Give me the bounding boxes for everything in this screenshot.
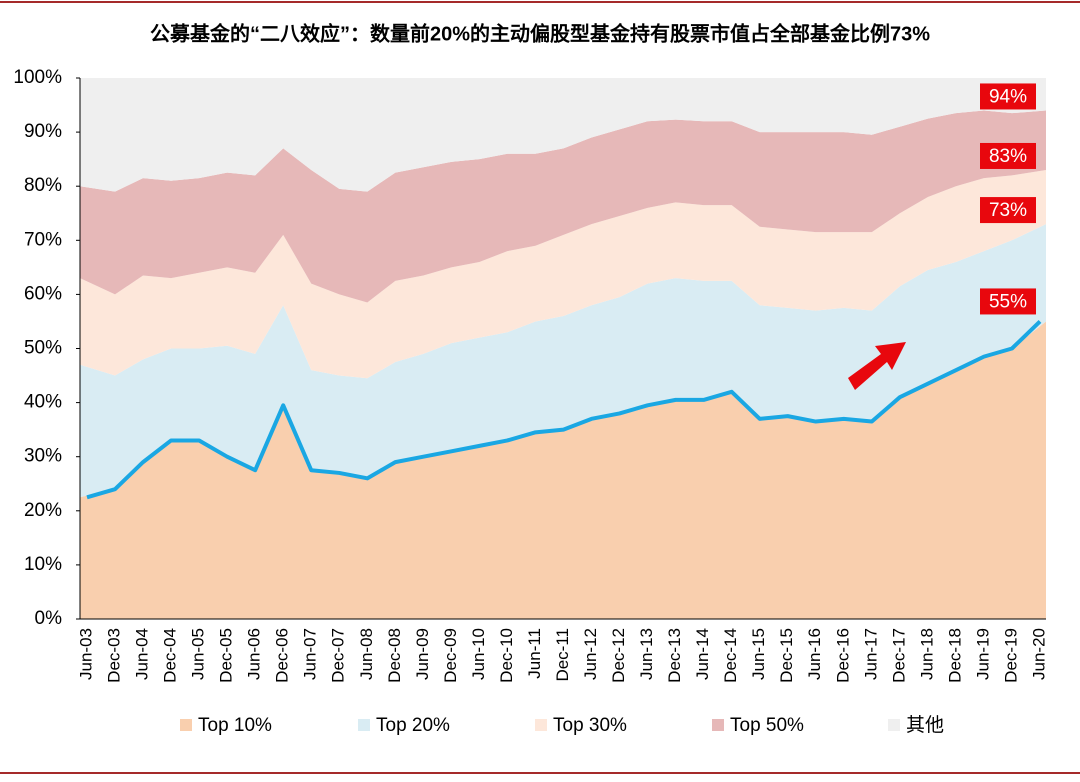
y-tick-label: 20% <box>24 500 62 521</box>
x-tick-label: Jun-15 <box>749 628 768 680</box>
y-tick-label: 100% <box>13 67 62 88</box>
x-tick-label: Dec-11 <box>553 628 572 682</box>
legend-swatch <box>180 719 192 731</box>
x-tick-label: Jun-08 <box>357 628 376 680</box>
x-tick-label: Dec-15 <box>777 628 796 683</box>
x-tick-label: Jun-06 <box>245 628 264 680</box>
y-tick-label: 90% <box>24 121 62 142</box>
legend-label: 其他 <box>906 714 944 736</box>
y-tick-label: 30% <box>24 446 62 467</box>
annotation-box <box>980 142 1036 169</box>
x-tick-label: Dec-05 <box>217 628 236 683</box>
annotation-box <box>980 197 1036 224</box>
area <box>80 169 1046 379</box>
annotation: 94% <box>989 86 1027 107</box>
x-tick-label: Jun-20 <box>1029 628 1048 680</box>
y-tick-label: 60% <box>24 283 62 304</box>
x-tick-label: Jun-04 <box>133 628 152 680</box>
legend-swatch <box>535 719 547 731</box>
annotation: 55% <box>989 291 1027 312</box>
annotation: 73% <box>989 200 1027 221</box>
trend-arrow <box>848 342 906 390</box>
legend-label: Top 50% <box>730 715 804 736</box>
annotation: 83% <box>989 146 1027 167</box>
y-tick-label: 0% <box>35 608 63 629</box>
x-tick-label: Dec-06 <box>273 628 292 683</box>
legend-swatch <box>358 719 370 731</box>
x-tick-label: Jun-07 <box>301 628 320 680</box>
legend-swatch <box>888 719 900 731</box>
y-tick-label: 80% <box>24 175 62 196</box>
area <box>80 110 1046 303</box>
x-tick-label: Jun-03 <box>76 628 95 680</box>
x-tick-label: Dec-17 <box>889 628 908 683</box>
annotation-box <box>980 83 1036 110</box>
x-tick-label: Jun-17 <box>861 628 880 680</box>
x-tick-label: Dec-10 <box>497 628 516 683</box>
x-tick-label: Jun-13 <box>637 628 656 680</box>
x-tick-label: Jun-10 <box>469 628 488 680</box>
legend-label: Top 20% <box>376 715 450 736</box>
legend-label: Top 30% <box>553 715 627 736</box>
y-tick-label: 10% <box>24 554 62 575</box>
y-tick-label: 50% <box>24 338 62 359</box>
x-tick-label: Jun-12 <box>581 628 600 680</box>
x-tick-label: Dec-16 <box>833 628 852 683</box>
area <box>80 321 1046 619</box>
x-tick-label: Jun-11 <box>525 628 544 679</box>
chart-title: 公募基金的“二八效应”：数量前20%的主动偏股型基金持有股票市值占全部基金比例7… <box>150 21 930 45</box>
legend-swatch <box>712 719 724 731</box>
x-tick-label: Jun-16 <box>805 628 824 680</box>
x-tick-label: Dec-13 <box>665 628 684 683</box>
x-tick-label: Dec-04 <box>161 628 180 683</box>
x-tick-label: Jun-19 <box>973 628 992 680</box>
y-tick-label: 40% <box>24 392 62 413</box>
x-tick-label: Jun-14 <box>693 628 712 680</box>
area <box>80 78 1046 192</box>
x-tick-label: Dec-19 <box>1001 628 1020 683</box>
legend-label: Top 10% <box>198 715 272 736</box>
area <box>80 224 1046 498</box>
annotation-box <box>980 288 1036 315</box>
top10-line <box>86 320 1042 500</box>
x-tick-label: Dec-09 <box>441 628 460 683</box>
x-tick-label: Jun-18 <box>917 628 936 680</box>
x-tick-label: Dec-14 <box>721 628 740 683</box>
x-tick-label: Dec-07 <box>329 628 348 683</box>
x-tick-label: Dec-12 <box>609 628 628 683</box>
x-tick-label: Jun-09 <box>413 628 432 680</box>
x-tick-label: Jun-05 <box>189 628 208 680</box>
x-tick-label: Dec-18 <box>945 628 964 683</box>
x-tick-label: Dec-03 <box>105 628 124 683</box>
x-tick-label: Dec-08 <box>385 628 404 683</box>
y-tick-label: 70% <box>24 229 62 250</box>
